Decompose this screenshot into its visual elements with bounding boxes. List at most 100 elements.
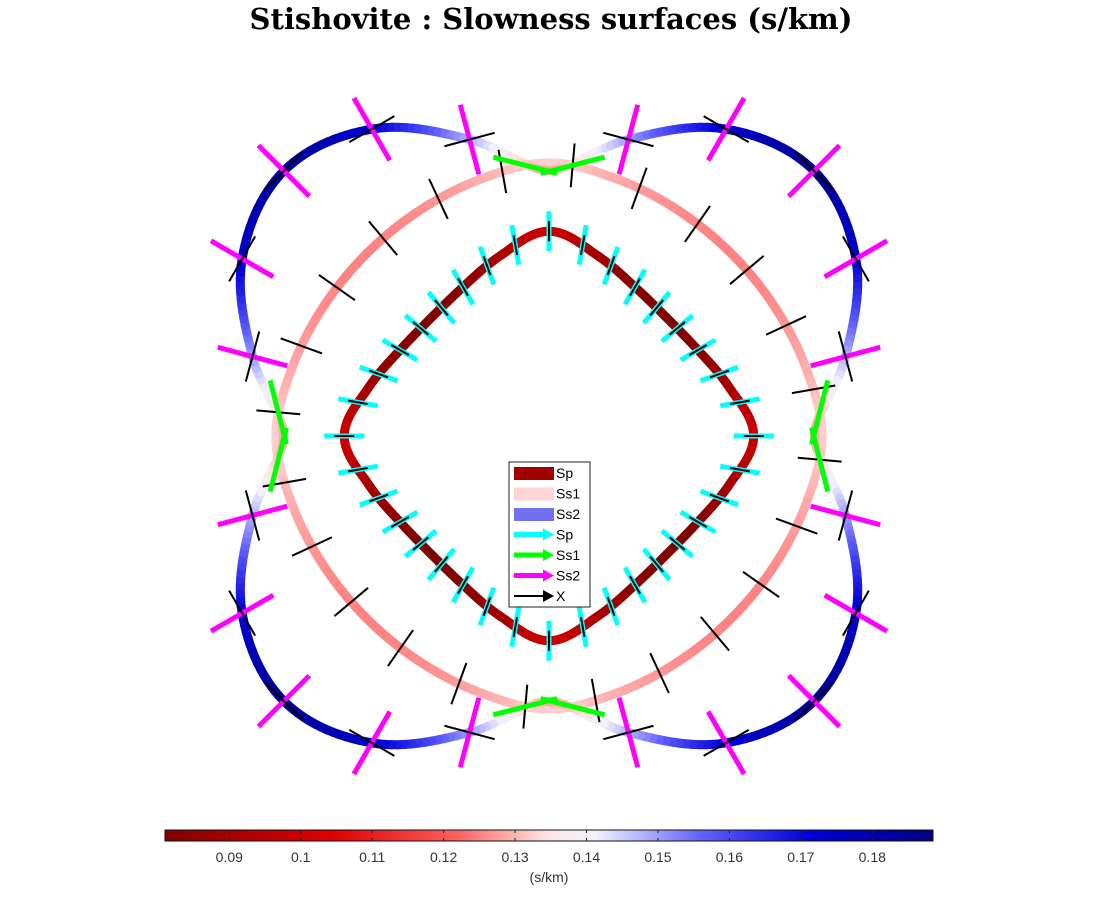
legend-label-ss1: Ss1 <box>556 486 580 502</box>
colorbar-tick-label: 0.18 <box>859 849 886 865</box>
legend-arrowhead-x <box>543 590 554 602</box>
x-marker <box>482 596 492 617</box>
x-marker <box>318 274 356 301</box>
x-marker <box>629 575 641 595</box>
legend-arrowhead-ss2 <box>543 569 554 582</box>
x-marker <box>412 536 430 551</box>
legend-arrowhead-sp <box>543 528 554 541</box>
legend-label-sp: Sp <box>556 527 573 543</box>
x-marker <box>630 167 648 210</box>
x-marker <box>457 277 469 297</box>
x-marker <box>606 255 616 276</box>
legend-label-sp: Sp <box>556 465 573 481</box>
ss1-polarization-marker <box>809 427 831 493</box>
colorbar: 0.09 0.1 0.11 0.12 0.13 0.14 0.15 0.16 0.17 0.18 (… <box>164 829 934 885</box>
x-marker <box>482 255 492 276</box>
x-marker <box>512 235 519 256</box>
x-marker <box>264 682 303 721</box>
x-marker <box>668 321 686 336</box>
x-marker <box>709 493 730 503</box>
colorbar-tick-label: 0.16 <box>716 849 743 865</box>
x-marker <box>348 466 369 473</box>
colorbar-gradient <box>164 829 934 842</box>
x-marker <box>579 616 586 637</box>
legend-patch-sp <box>514 467 554 480</box>
x-marker <box>368 493 389 503</box>
colorbar-tick-label: 0.13 <box>501 849 528 865</box>
x-marker <box>703 115 750 144</box>
x-marker <box>765 315 807 336</box>
legend: Sp Ss1 Ss2 Sp Ss1 Ss2 X <box>508 461 591 608</box>
x-marker <box>428 178 449 220</box>
x-marker <box>512 616 519 637</box>
x-marker <box>649 652 670 694</box>
colorbar-tick-label: 0.15 <box>644 849 671 865</box>
x-marker <box>606 596 616 617</box>
x-marker <box>837 331 854 382</box>
colorbar-tick-label: 0.12 <box>430 849 457 865</box>
legend-label-ss2: Ss2 <box>556 506 580 522</box>
x-marker <box>244 490 261 541</box>
colorbar-tick-label: 0.11 <box>359 849 385 865</box>
x-marker <box>729 399 750 406</box>
x-marker <box>795 682 834 721</box>
polarization-markers <box>209 96 889 776</box>
x-marker <box>742 571 780 598</box>
x-marker <box>244 331 261 382</box>
colorbar-label: (s/km) <box>530 869 569 885</box>
x-marker <box>348 115 395 144</box>
x-marker <box>603 131 654 148</box>
x-marker <box>348 399 369 406</box>
x-marker <box>333 587 369 617</box>
x-marker <box>390 344 410 356</box>
x-marker <box>387 629 414 667</box>
x-marker <box>684 205 711 243</box>
x-marker <box>457 575 469 595</box>
x-marker <box>264 151 303 190</box>
x-marker <box>841 235 870 282</box>
x-marker <box>444 724 495 741</box>
x-marker <box>837 490 854 541</box>
x-marker <box>795 151 834 190</box>
x-marker <box>668 536 686 551</box>
colorbar-tick-label: 0.17 <box>787 849 814 865</box>
colorbar-tick-label: 0.09 <box>216 849 243 865</box>
x-marker <box>434 299 449 317</box>
x-marker <box>228 590 257 637</box>
colorbar-tick-label: 0.14 <box>573 849 600 865</box>
x-marker <box>444 131 495 148</box>
x-marker <box>390 516 410 528</box>
x-marker <box>450 662 468 705</box>
x-marker <box>729 466 750 473</box>
x-marker <box>649 555 664 573</box>
legend-patch-ss1 <box>514 487 554 501</box>
x-marker <box>228 235 257 282</box>
ss1-polarization-marker <box>492 696 558 718</box>
ss1-polarization-marker <box>267 379 289 445</box>
legend-arrowhead-ss1 <box>543 549 554 561</box>
chart-title: Stishovite : Slowness surfaces (s/km) <box>249 2 853 36</box>
x-marker <box>688 516 708 528</box>
x-marker <box>703 728 750 757</box>
x-marker <box>603 724 654 741</box>
ss1-polarization-marker <box>540 154 606 176</box>
x-marker <box>412 321 430 336</box>
legend-patch-ss2 <box>514 508 554 521</box>
x-marker <box>729 255 765 285</box>
x-marker <box>579 235 586 256</box>
x-marker <box>348 728 395 757</box>
x-marker <box>368 220 398 256</box>
legend-label-x: X <box>556 588 566 604</box>
x-marker <box>649 299 664 317</box>
x-marker <box>629 277 641 297</box>
legend-label-ss2: Ss2 <box>556 568 580 584</box>
x-marker <box>368 369 389 379</box>
x-marker <box>280 337 323 355</box>
colorbar-tick-label: 0.1 <box>291 849 311 865</box>
x-marker <box>688 344 708 356</box>
x-marker <box>841 590 870 637</box>
x-marker <box>775 517 818 535</box>
x-marker <box>709 369 730 379</box>
x-marker <box>700 616 730 652</box>
